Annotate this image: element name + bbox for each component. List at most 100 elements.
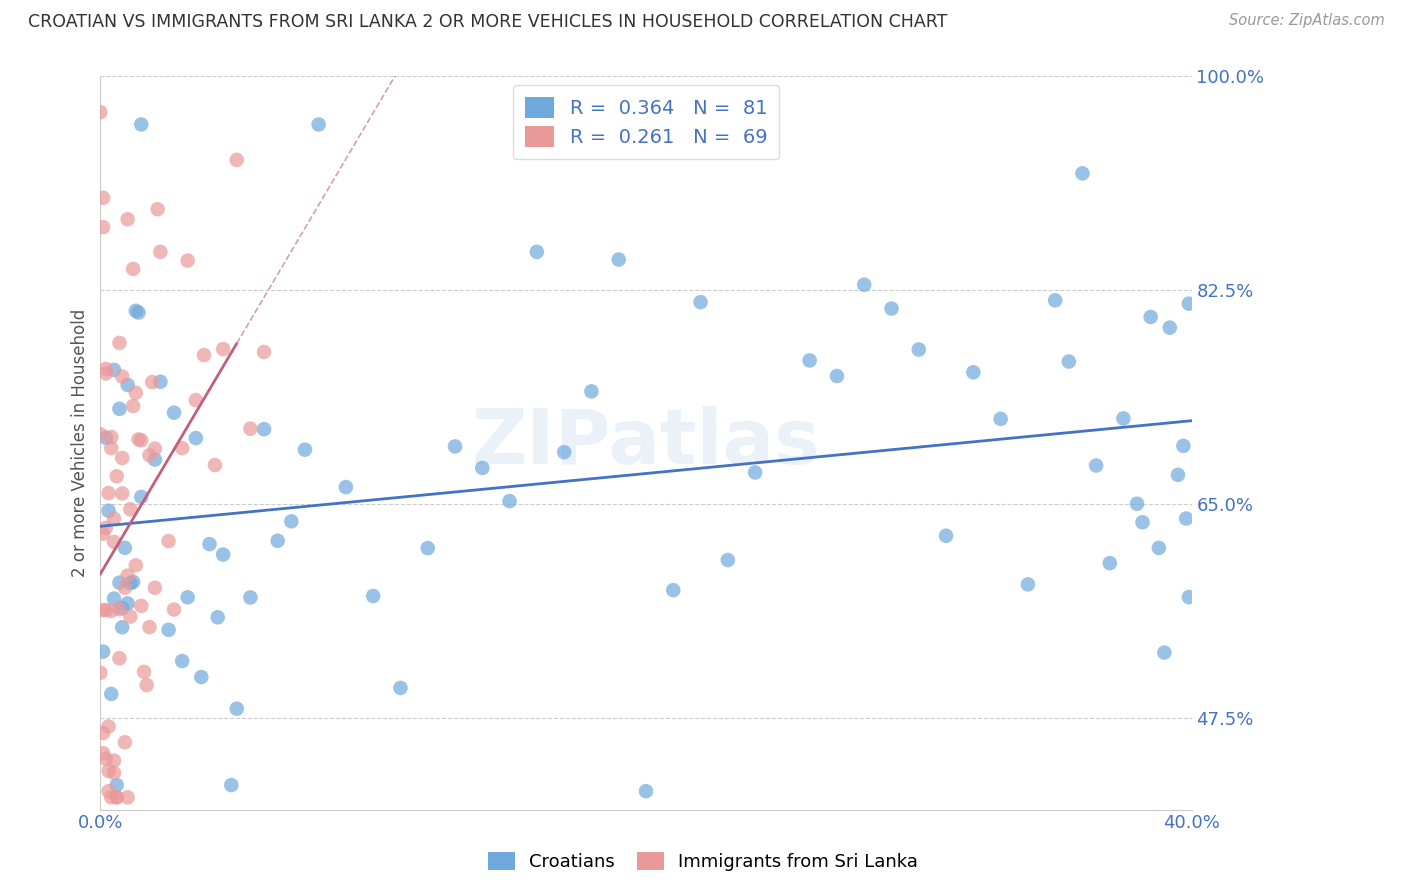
Point [132,665,155,679]
Point [108,651,131,665]
Point [1043,293,1066,308]
Point [114,541,136,555]
Point [100,790,122,805]
Point [91,603,114,617]
Point [128,305,150,319]
Point [122,399,145,413]
Point [1175,511,1198,525]
Point [1167,467,1189,482]
Point [103,591,125,606]
Point [125,385,148,400]
Point [498,494,520,508]
Point [198,537,221,551]
Point [907,343,929,357]
Point [105,790,128,805]
Point [225,701,247,715]
Point [111,620,134,634]
Point [117,378,139,392]
Point [253,345,276,359]
Point [1147,541,1170,555]
Point [1139,310,1161,324]
Point [193,348,215,362]
Point [105,778,128,792]
Point [662,583,685,598]
Point [120,609,142,624]
Point [163,602,186,616]
Point [266,533,288,548]
Point [120,576,142,591]
Point [138,448,160,462]
Point [91,726,114,740]
Point [111,369,134,384]
Point [1085,458,1108,473]
Point [125,558,148,573]
Text: Source: ZipAtlas.com: Source: ZipAtlas.com [1229,13,1385,29]
Point [1098,556,1121,570]
Point [990,412,1012,426]
Point [122,261,145,276]
Point [97,764,120,778]
Point [91,220,114,235]
Point [444,440,467,454]
Point [1178,296,1201,310]
Text: CROATIAN VS IMMIGRANTS FROM SRI LANKA 2 OR MORE VEHICLES IN HOUSEHOLD CORRELATIO: CROATIAN VS IMMIGRANTS FROM SRI LANKA 2 … [28,13,948,31]
Point [416,541,439,555]
Point [103,363,125,377]
Point [114,581,136,595]
Point [143,442,166,456]
Point [880,301,903,316]
Point [135,678,157,692]
Point [204,458,226,472]
Point [143,452,166,467]
Y-axis label: 2 or more Vehicles in Household: 2 or more Vehicles in Household [72,309,89,576]
Point [141,375,163,389]
Point [1126,497,1149,511]
Point [100,604,122,618]
Point [1071,166,1094,180]
Point [111,486,134,500]
Point [94,367,117,381]
Point [111,450,134,465]
Text: ZIPatlas: ZIPatlas [471,406,820,480]
Point [108,401,131,416]
Point [553,445,575,459]
Point [125,303,148,318]
Point [689,295,711,310]
Point [1178,590,1201,604]
Point [89,665,111,680]
Point [103,534,125,549]
Point [1159,320,1181,334]
Point [129,434,152,448]
Point [129,118,152,132]
Point [117,568,139,582]
Point [176,253,198,268]
Point [105,790,128,805]
Point [117,596,139,610]
Point [89,105,111,120]
Point [184,431,207,445]
Point [176,591,198,605]
Point [117,790,139,805]
Point [97,784,120,798]
Point [335,480,357,494]
Point [1132,515,1154,529]
Point [607,252,630,267]
Point [526,244,548,259]
Point [94,362,117,376]
Point [1057,354,1080,368]
Point [163,406,186,420]
Point [129,599,152,613]
Point [184,393,207,408]
Point [172,441,194,455]
Point [108,575,131,590]
Point [253,422,276,436]
Point [149,244,172,259]
Point [172,654,194,668]
Point [239,422,262,436]
Point [935,529,957,543]
Point [91,746,114,760]
Point [280,514,302,528]
Point [157,623,180,637]
Point [799,353,821,368]
Point [157,534,180,549]
